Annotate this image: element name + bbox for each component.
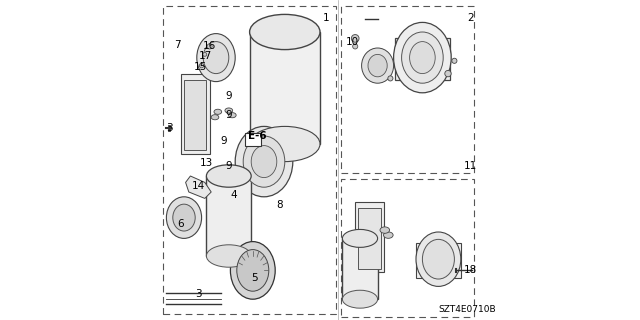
Ellipse shape xyxy=(204,42,229,74)
Ellipse shape xyxy=(416,232,461,286)
Ellipse shape xyxy=(383,232,393,238)
FancyBboxPatch shape xyxy=(206,176,252,256)
Bar xyxy=(244,133,261,146)
Ellipse shape xyxy=(342,290,378,308)
Ellipse shape xyxy=(243,136,285,187)
Text: 9: 9 xyxy=(221,136,227,146)
Ellipse shape xyxy=(206,165,252,187)
Bar xyxy=(340,6,474,173)
Circle shape xyxy=(200,63,204,68)
Text: 8: 8 xyxy=(276,200,284,210)
Ellipse shape xyxy=(250,126,320,162)
Ellipse shape xyxy=(394,22,451,93)
Ellipse shape xyxy=(211,115,219,120)
Circle shape xyxy=(452,58,457,63)
Ellipse shape xyxy=(206,245,252,267)
FancyBboxPatch shape xyxy=(358,208,381,269)
Text: 9: 9 xyxy=(225,110,232,120)
Text: 6: 6 xyxy=(177,219,184,229)
FancyBboxPatch shape xyxy=(355,202,384,272)
Text: SZT4E0710B: SZT4E0710B xyxy=(438,305,496,314)
FancyBboxPatch shape xyxy=(342,238,378,299)
Text: 9: 9 xyxy=(225,161,232,172)
Ellipse shape xyxy=(237,250,269,291)
Text: 5: 5 xyxy=(251,273,258,284)
Text: 9: 9 xyxy=(225,91,232,101)
FancyBboxPatch shape xyxy=(250,32,320,144)
Bar xyxy=(340,179,474,317)
Ellipse shape xyxy=(197,34,236,82)
Ellipse shape xyxy=(362,48,394,83)
Text: 7: 7 xyxy=(174,40,181,50)
Ellipse shape xyxy=(422,239,454,279)
FancyBboxPatch shape xyxy=(184,80,206,150)
Ellipse shape xyxy=(342,229,378,247)
Ellipse shape xyxy=(214,109,221,114)
Ellipse shape xyxy=(368,54,387,77)
Text: 13: 13 xyxy=(200,158,213,168)
Text: 2: 2 xyxy=(467,12,474,23)
Text: 18: 18 xyxy=(464,265,477,276)
Circle shape xyxy=(351,35,359,42)
Bar xyxy=(163,6,336,314)
FancyBboxPatch shape xyxy=(181,74,210,154)
Text: E-6: E-6 xyxy=(248,131,267,141)
Ellipse shape xyxy=(402,32,443,83)
FancyBboxPatch shape xyxy=(396,38,450,80)
Text: 4: 4 xyxy=(230,190,237,200)
Ellipse shape xyxy=(166,197,202,238)
Circle shape xyxy=(388,76,393,81)
Circle shape xyxy=(203,52,207,56)
Text: 11: 11 xyxy=(464,161,477,172)
Ellipse shape xyxy=(250,14,320,50)
Text: 3: 3 xyxy=(195,289,202,300)
Ellipse shape xyxy=(236,126,293,197)
Ellipse shape xyxy=(380,227,390,233)
Ellipse shape xyxy=(251,146,277,178)
Ellipse shape xyxy=(228,113,236,118)
Text: 17: 17 xyxy=(199,51,212,61)
Text: 1: 1 xyxy=(323,12,330,23)
Ellipse shape xyxy=(173,204,195,231)
Text: 16: 16 xyxy=(203,41,216,52)
Text: 14: 14 xyxy=(192,180,205,191)
Circle shape xyxy=(207,44,212,49)
Ellipse shape xyxy=(230,242,275,299)
Circle shape xyxy=(445,70,451,77)
Text: 3: 3 xyxy=(166,123,173,133)
Text: 10: 10 xyxy=(346,36,358,47)
Circle shape xyxy=(353,44,358,49)
Polygon shape xyxy=(186,176,211,198)
Ellipse shape xyxy=(410,42,435,74)
Text: 15: 15 xyxy=(193,62,207,72)
Ellipse shape xyxy=(225,108,233,113)
FancyBboxPatch shape xyxy=(416,243,461,278)
